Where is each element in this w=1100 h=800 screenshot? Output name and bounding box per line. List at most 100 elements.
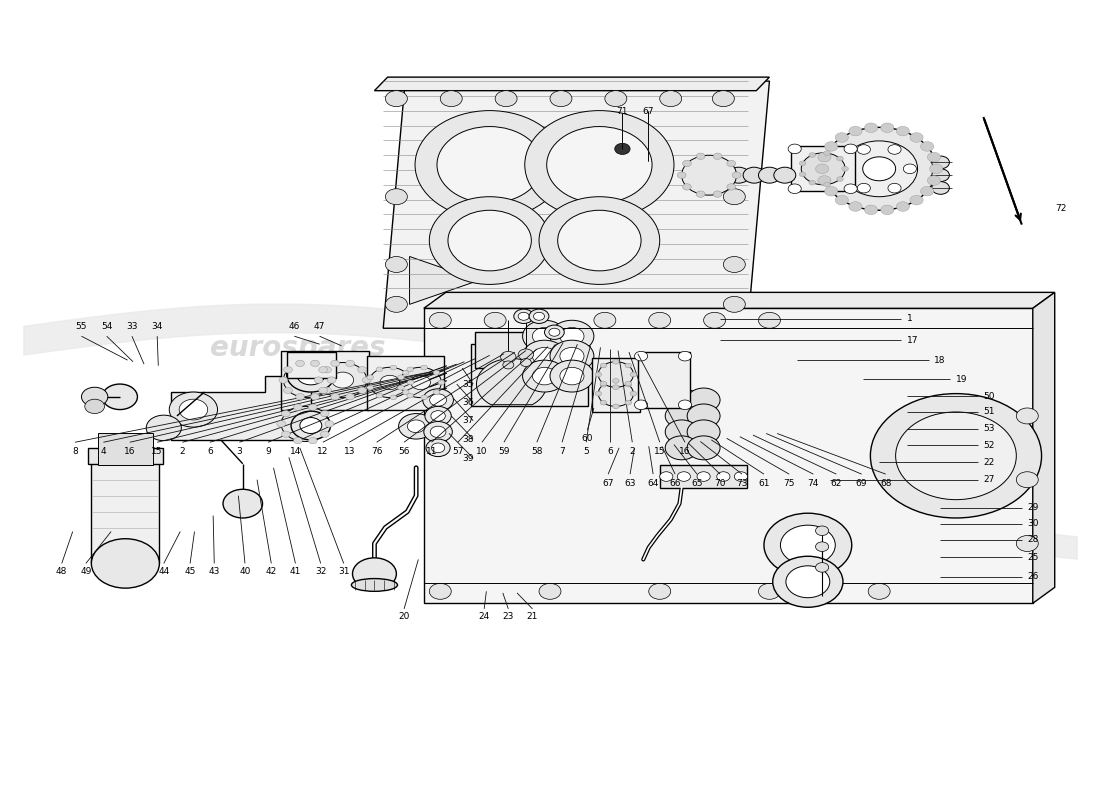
Circle shape [800, 172, 806, 177]
Circle shape [921, 186, 934, 196]
Circle shape [495, 90, 517, 106]
Circle shape [407, 420, 425, 433]
Circle shape [598, 362, 634, 387]
Text: 18: 18 [934, 356, 946, 365]
Circle shape [660, 472, 673, 482]
Text: 51: 51 [983, 407, 994, 417]
Text: 46: 46 [288, 322, 300, 331]
Circle shape [613, 378, 619, 383]
Polygon shape [374, 77, 769, 90]
Circle shape [425, 406, 451, 426]
Circle shape [532, 347, 557, 365]
Circle shape [310, 394, 319, 400]
Circle shape [560, 327, 584, 345]
Circle shape [102, 384, 138, 410]
Text: 64: 64 [648, 479, 659, 488]
Circle shape [844, 144, 857, 154]
Circle shape [287, 357, 334, 392]
Circle shape [430, 426, 446, 438]
Circle shape [277, 421, 286, 427]
Circle shape [666, 388, 698, 412]
Circle shape [910, 195, 923, 205]
Circle shape [815, 562, 828, 572]
Circle shape [824, 182, 830, 187]
Text: 9: 9 [265, 447, 271, 456]
Bar [660, 466, 748, 488]
Circle shape [1016, 472, 1038, 488]
Circle shape [927, 152, 940, 162]
Circle shape [300, 418, 322, 434]
Circle shape [284, 366, 293, 373]
Circle shape [310, 360, 319, 366]
Text: 21: 21 [527, 612, 538, 622]
Text: 14: 14 [289, 447, 301, 456]
Text: 15: 15 [654, 447, 666, 456]
Circle shape [601, 381, 607, 386]
Circle shape [297, 372, 319, 388]
Circle shape [840, 141, 917, 197]
Circle shape [397, 386, 404, 390]
Text: 16: 16 [124, 447, 135, 456]
Circle shape [376, 367, 383, 372]
Text: 27: 27 [983, 475, 994, 484]
Circle shape [358, 366, 366, 373]
Text: 49: 49 [80, 567, 91, 576]
Circle shape [532, 327, 557, 345]
Circle shape [403, 390, 409, 394]
Text: 70: 70 [714, 479, 726, 488]
Text: 11: 11 [426, 447, 438, 456]
Circle shape [284, 387, 293, 394]
Polygon shape [409, 257, 478, 304]
Circle shape [817, 152, 830, 162]
Circle shape [390, 395, 397, 400]
Circle shape [319, 362, 366, 398]
Circle shape [788, 144, 801, 154]
Text: 67: 67 [642, 107, 653, 116]
Circle shape [660, 90, 682, 106]
Bar [287, 352, 336, 378]
Circle shape [649, 312, 671, 328]
Circle shape [835, 195, 848, 205]
Circle shape [522, 320, 566, 352]
Bar [592, 358, 640, 412]
Circle shape [759, 312, 780, 328]
Circle shape [688, 420, 720, 444]
Circle shape [666, 404, 698, 428]
Circle shape [688, 404, 720, 428]
Circle shape [595, 391, 602, 396]
Text: 22: 22 [983, 458, 994, 466]
Circle shape [438, 380, 444, 385]
Circle shape [437, 126, 542, 203]
Circle shape [857, 183, 870, 193]
Text: 23: 23 [503, 612, 514, 622]
Bar [366, 356, 443, 410]
Text: 7: 7 [559, 447, 565, 456]
Circle shape [282, 431, 290, 438]
Circle shape [595, 372, 602, 377]
Circle shape [319, 387, 328, 394]
Circle shape [534, 312, 544, 320]
Text: 25: 25 [1027, 553, 1038, 562]
Circle shape [550, 360, 594, 392]
Circle shape [605, 90, 627, 106]
Circle shape [352, 558, 396, 590]
Circle shape [518, 312, 529, 320]
Circle shape [759, 167, 780, 183]
Circle shape [421, 395, 428, 400]
Text: 32: 32 [315, 567, 327, 576]
Circle shape [431, 443, 444, 453]
Circle shape [549, 328, 560, 336]
Text: 58: 58 [531, 447, 542, 456]
Circle shape [308, 404, 317, 410]
Circle shape [625, 400, 631, 405]
Circle shape [522, 340, 566, 372]
Text: 73: 73 [736, 479, 748, 488]
Circle shape [865, 205, 878, 214]
Text: 13: 13 [343, 447, 355, 456]
Circle shape [169, 392, 218, 427]
Circle shape [358, 387, 366, 394]
Text: 71: 71 [617, 107, 628, 116]
Circle shape [800, 161, 806, 166]
Circle shape [429, 197, 550, 285]
Circle shape [81, 387, 108, 406]
